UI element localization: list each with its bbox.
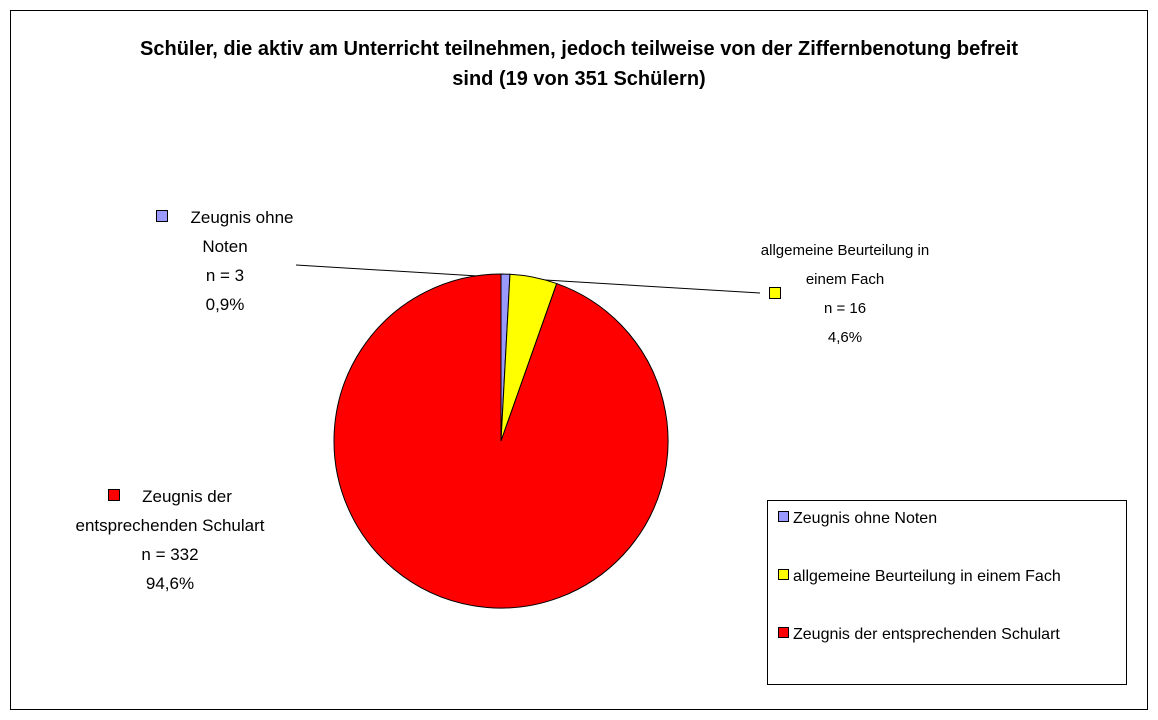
legend-label: Zeugnis der entsprechenden Schulart [793,626,1060,643]
legend-label: allgemeine Beurteilung in einem Fach [793,568,1061,585]
data-label: Zeugnis der entsprechenden Schulart n = 3… [50,482,290,598]
value-label: n = 16 [823,300,867,317]
pie-slice [333,273,669,609]
chart-border [10,10,1148,710]
percentage-label: 94,6% [145,574,195,593]
label-swatch [769,287,781,299]
percentage-label: 0,9% [205,295,245,314]
chart-title: Schüler, die aktiv am Unterricht teilneh… [140,38,1018,90]
category-label: Zeugnis ohne Noten [190,208,294,256]
category-label: Zeugnis der entsprechenden Schulart [75,487,265,535]
legend-item: Zeugnis ohne Noten [778,507,1123,531]
percentage-label: 4,6% [827,329,863,346]
legend-swatch [778,569,789,580]
legend-label: Zeugnis ohne Noten [793,510,938,527]
label-swatch [156,210,169,222]
value-label: n = 332 [141,545,199,564]
category-label: allgemeine Beurteilung in einem Fach [760,242,930,288]
label-swatch [108,489,121,501]
data-label: Zeugnis ohne Noten n = 3 0,9% [150,203,300,319]
legend: Zeugnis ohne Noten allgemeine Beurteilung… [767,500,1127,685]
legend-item: Zeugnis der entsprechenden Schulart [778,623,1123,647]
legend-swatch [778,511,789,522]
legend-swatch [778,627,789,638]
data-label-name: allgemeine Beurteilung in einem Fach [735,236,955,294]
legend-item: allgemeine Beurteilung in einem Fach [778,565,1123,589]
data-label: allgemeine Beurteilung in einem Fach n = … [735,236,955,352]
value-label: n = 3 [205,266,245,285]
data-label-name: Zeugnis ohne Noten [150,203,300,261]
data-label-name: Zeugnis der entsprechenden Schulart [50,482,290,540]
